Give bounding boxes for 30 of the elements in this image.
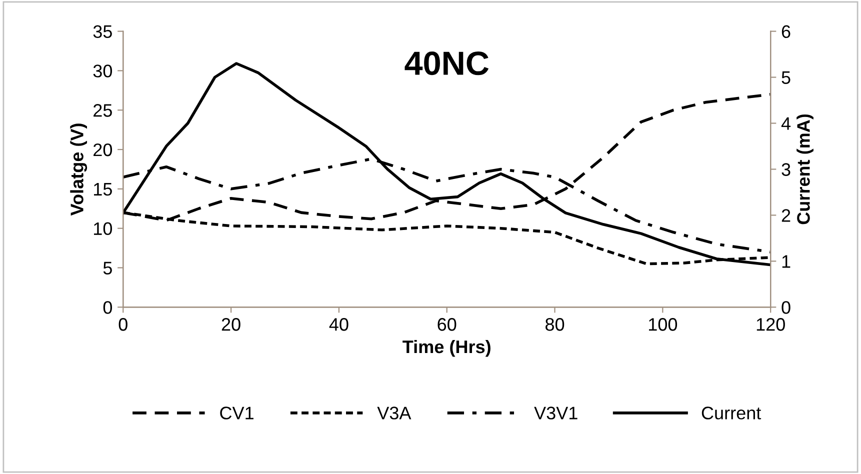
legend-label: Current bbox=[702, 406, 762, 420]
x-tick-label: 0 bbox=[118, 318, 128, 331]
x-tick-label: 100 bbox=[649, 318, 678, 331]
y2-tick-label: 3 bbox=[782, 163, 790, 176]
y-tick-label: 20 bbox=[94, 143, 112, 156]
y-tick-label: 10 bbox=[94, 222, 112, 236]
y2-tick-label: 0 bbox=[782, 301, 790, 314]
x-tick-label: 120 bbox=[756, 318, 785, 331]
y-axis-title: Volatge (V) bbox=[70, 124, 88, 216]
y-tick-label: 30 bbox=[93, 64, 112, 78]
y2-tick-label: 4 bbox=[781, 117, 791, 130]
y-tick-label: 35 bbox=[93, 25, 112, 38]
x-tick-label: 20 bbox=[222, 318, 240, 331]
y2-tick-label: 5 bbox=[782, 71, 790, 84]
y-tick-label: 15 bbox=[94, 183, 112, 196]
legend-label: V3A bbox=[377, 406, 412, 420]
y-tick-label: 25 bbox=[94, 104, 112, 117]
y-tick-label: 5 bbox=[103, 262, 112, 274]
chart-title: 40NC bbox=[404, 51, 489, 76]
y2-tick-label: 2 bbox=[782, 209, 790, 222]
x-tick-label: 80 bbox=[546, 318, 564, 331]
legend-label: V3V1 bbox=[534, 406, 578, 420]
y2-axis-title: Current (mA) bbox=[796, 114, 814, 224]
y2-tick-label: 6 bbox=[782, 25, 790, 38]
y2-tick-label: 1 bbox=[782, 255, 790, 268]
legend-label: CV1 bbox=[220, 406, 254, 420]
x-tick-label: 60 bbox=[438, 318, 456, 331]
x-axis-title: Time (Hrs) bbox=[402, 340, 490, 357]
x-tick-label: 40 bbox=[329, 318, 348, 331]
y-tick-label: 0 bbox=[103, 301, 112, 314]
